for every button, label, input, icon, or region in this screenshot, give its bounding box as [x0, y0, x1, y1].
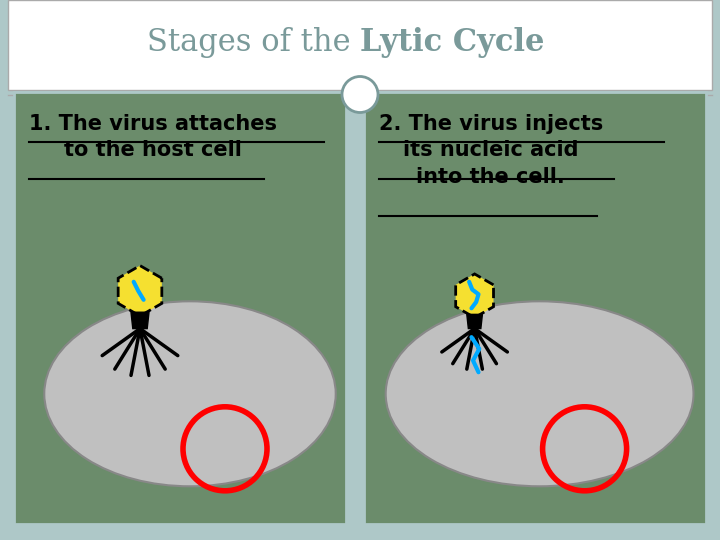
Text: 1. The virus attaches
to the host cell: 1. The virus attaches to the host cell — [30, 114, 277, 160]
Polygon shape — [118, 266, 162, 316]
FancyBboxPatch shape — [14, 92, 346, 524]
Polygon shape — [467, 314, 482, 328]
Circle shape — [342, 77, 378, 112]
Text: Stages of the: Stages of the — [147, 27, 360, 58]
Ellipse shape — [386, 301, 693, 487]
Polygon shape — [131, 312, 149, 329]
FancyBboxPatch shape — [364, 92, 706, 524]
Text: 2. The virus injects
its nucleic acid
into the cell.: 2. The virus injects its nucleic acid in… — [379, 114, 603, 187]
Polygon shape — [456, 274, 493, 318]
Ellipse shape — [44, 301, 336, 487]
FancyBboxPatch shape — [8, 0, 712, 90]
Text: Lytic Cycle: Lytic Cycle — [360, 27, 544, 58]
